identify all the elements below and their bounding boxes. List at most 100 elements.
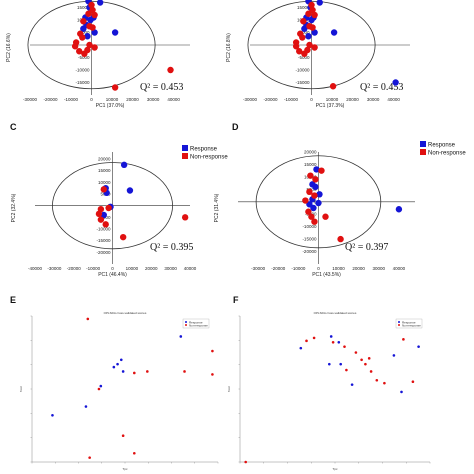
q2-annotation: Q² = 0.453 bbox=[360, 82, 403, 93]
y-tick-label: -10000 bbox=[96, 227, 111, 232]
non-response-point bbox=[311, 218, 318, 225]
panel-b: -30000 -20000 -10000 0 10000 20000 30000 40000 1… bbox=[226, 0, 410, 109]
response-point bbox=[51, 413, 54, 417]
legend-label: Non-response bbox=[189, 324, 208, 328]
non-response-point bbox=[79, 34, 86, 41]
y-tick-label: -10000 bbox=[302, 224, 317, 229]
non-response-point bbox=[306, 41, 313, 49]
y-tick-label: -15000 bbox=[302, 237, 317, 242]
non-response-point bbox=[299, 34, 306, 41]
y-tick-label: -5000 bbox=[298, 55, 310, 60]
response-point bbox=[91, 29, 98, 36]
legend-label: Non-response bbox=[402, 324, 421, 328]
x-tick-label: -20000 bbox=[44, 97, 59, 102]
y-tick-label: -15000 bbox=[296, 80, 311, 85]
x-tick-label: 10000 bbox=[332, 266, 345, 271]
non-response-point bbox=[183, 370, 186, 373]
non-response-point bbox=[102, 221, 109, 228]
legend-swatch bbox=[398, 324, 400, 326]
non-response-point bbox=[354, 351, 358, 354]
non-response-point bbox=[100, 186, 107, 193]
x-tick-label: 20000 bbox=[145, 266, 158, 271]
non-response-point bbox=[88, 1, 95, 9]
response-point bbox=[330, 29, 338, 36]
non-response-point bbox=[72, 39, 80, 46]
y-tick-label: 5000 bbox=[80, 30, 91, 35]
y-tick-label: 15000 bbox=[304, 162, 317, 167]
non-response-point bbox=[111, 84, 119, 91]
q2-annotation: Q² = 0.395 bbox=[150, 242, 193, 253]
panel-letter: C bbox=[10, 122, 17, 132]
y-tick-label: 15000 bbox=[297, 5, 310, 10]
non-response-point bbox=[369, 370, 373, 373]
non-response-point bbox=[305, 208, 312, 215]
x-tick-label: 30000 bbox=[164, 266, 177, 271]
hotelling-ellipse bbox=[52, 162, 173, 250]
x-tick-label: 20000 bbox=[352, 266, 365, 271]
non-response-point bbox=[296, 48, 303, 55]
non-response-point bbox=[86, 41, 93, 49]
non-response-point bbox=[307, 172, 314, 179]
non-response-point bbox=[329, 83, 337, 90]
non-response-point bbox=[167, 66, 174, 74]
non-response-point bbox=[121, 434, 125, 438]
non-response-point bbox=[133, 371, 136, 375]
response-point bbox=[100, 211, 107, 219]
x-axis-title: PC1 (37.0%) bbox=[96, 103, 125, 109]
response-point bbox=[315, 199, 322, 207]
legend-label: Response bbox=[189, 321, 203, 325]
x-tick-label: 10000 bbox=[126, 266, 139, 271]
non-response-point bbox=[402, 338, 405, 341]
non-response-point bbox=[211, 349, 214, 353]
y-tick-label: 15000 bbox=[77, 5, 90, 10]
non-response-point bbox=[95, 210, 103, 218]
non-response-point bbox=[244, 460, 247, 464]
y-tick-label: 10000 bbox=[98, 180, 111, 185]
response-point bbox=[337, 340, 341, 344]
non-response-point bbox=[88, 456, 91, 459]
legend-label: Response bbox=[428, 143, 456, 149]
non-response-point bbox=[181, 214, 189, 221]
response-point bbox=[392, 354, 396, 357]
non-response-point bbox=[119, 233, 127, 241]
panel-d: D -30000 -20000 -10000 0 10000 20000 30000 40000… bbox=[214, 122, 466, 278]
y-axis-title: PC2 (32.4%) bbox=[11, 193, 17, 222]
non-response-point bbox=[305, 339, 308, 343]
legend: Response Non-response bbox=[420, 141, 466, 157]
y-tick-label: -15000 bbox=[76, 80, 91, 85]
response-point bbox=[99, 384, 103, 388]
panel-letter: F bbox=[233, 295, 239, 305]
response-point bbox=[308, 16, 315, 24]
y-tick-label: 15000 bbox=[98, 168, 111, 173]
y-axis-title: PC2 (16.8%) bbox=[226, 33, 232, 62]
response-point bbox=[111, 29, 119, 36]
non-response-point bbox=[312, 336, 316, 340]
legend-label: Response bbox=[402, 321, 416, 325]
response-point bbox=[313, 166, 320, 173]
y-tick-label: 20000 bbox=[304, 150, 317, 155]
x-tick-label: 40000 bbox=[387, 97, 400, 102]
non-response-point bbox=[311, 44, 318, 51]
non-response-point bbox=[97, 387, 101, 391]
x-tick-label: 30000 bbox=[367, 97, 380, 102]
x-tick-label: 30000 bbox=[147, 97, 160, 102]
x-tick-label: -20000 bbox=[271, 266, 286, 271]
y-tick-label: -5000 bbox=[78, 55, 90, 60]
non-response-point bbox=[311, 11, 318, 19]
panel-f: F OPLSDA cross-validated scores Tpc Tocc Res… bbox=[227, 295, 431, 471]
non-response-point bbox=[343, 345, 346, 348]
x-axis-title: Tpc bbox=[332, 467, 338, 471]
legend-label: Non-response bbox=[428, 151, 466, 157]
non-response-point bbox=[76, 48, 83, 55]
non-response-point bbox=[309, 6, 316, 14]
panel-letter: E bbox=[10, 295, 16, 305]
x-tick-label: 40000 bbox=[184, 266, 197, 271]
y-axis-title: PC2 (16.6%) bbox=[6, 33, 12, 62]
non-response-point bbox=[105, 204, 112, 212]
x-axis-title: PC1 (46.4%) bbox=[98, 272, 127, 278]
y-tick-label: 20000 bbox=[98, 157, 111, 162]
non-response-point bbox=[308, 1, 315, 9]
response-point bbox=[305, 33, 312, 40]
